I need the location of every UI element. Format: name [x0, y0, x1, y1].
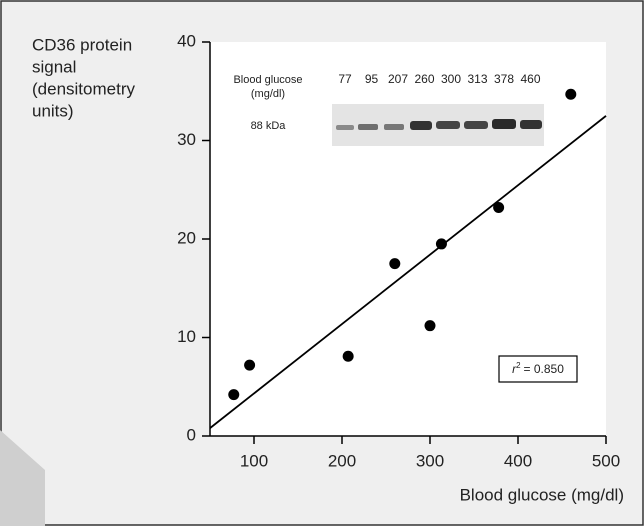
lane-label: 207	[388, 72, 408, 86]
y-tick-label: 10	[177, 327, 196, 346]
y-tick-label: 0	[187, 425, 196, 444]
point	[565, 89, 576, 100]
point	[389, 258, 400, 269]
annotation-part: = 0.850	[524, 362, 565, 376]
y-tick-label: 30	[177, 130, 196, 149]
inset-marker: 88 kDa	[251, 120, 287, 132]
x-tick-label: 100	[240, 451, 268, 470]
chart: CD36 protein signal (densitometry units)…	[0, 0, 644, 526]
lane-label: 460	[520, 72, 540, 86]
point	[493, 202, 504, 213]
point	[436, 238, 447, 249]
y-tick-label: 20	[177, 228, 196, 247]
band	[520, 120, 542, 129]
y-label: units)	[32, 101, 74, 120]
x-tick-label: 200	[328, 451, 356, 470]
point	[244, 360, 255, 371]
point	[228, 389, 239, 400]
annotation-part: 2	[516, 361, 521, 370]
band	[358, 124, 378, 130]
point	[425, 320, 436, 331]
x-tick-label: 500	[592, 451, 620, 470]
y-label: CD36 protein	[32, 35, 132, 54]
band	[492, 119, 516, 129]
lane-label: 313	[467, 72, 487, 86]
inset-title: Blood glucose	[233, 74, 302, 86]
x-label: Blood glucose (mg/dl)	[460, 485, 624, 504]
band	[410, 121, 432, 130]
y-tick-label: 40	[177, 31, 196, 50]
y-label: (densitometry	[32, 79, 135, 98]
x-tick-label: 400	[504, 451, 532, 470]
page: CD36 protein signal (densitometry units)…	[0, 0, 644, 531]
y-label: signal	[32, 57, 76, 76]
band	[336, 125, 354, 130]
point	[343, 351, 354, 362]
band	[436, 121, 460, 129]
band	[464, 121, 488, 129]
lane-label: 378	[494, 72, 514, 86]
lane-label: 300	[441, 72, 461, 86]
inset-title: (mg/dl)	[251, 88, 285, 100]
lane-label: 77	[338, 72, 352, 86]
lane-label: 95	[365, 72, 379, 86]
x-tick-label: 300	[416, 451, 444, 470]
lane-label: 260	[414, 72, 434, 86]
band	[384, 124, 404, 130]
